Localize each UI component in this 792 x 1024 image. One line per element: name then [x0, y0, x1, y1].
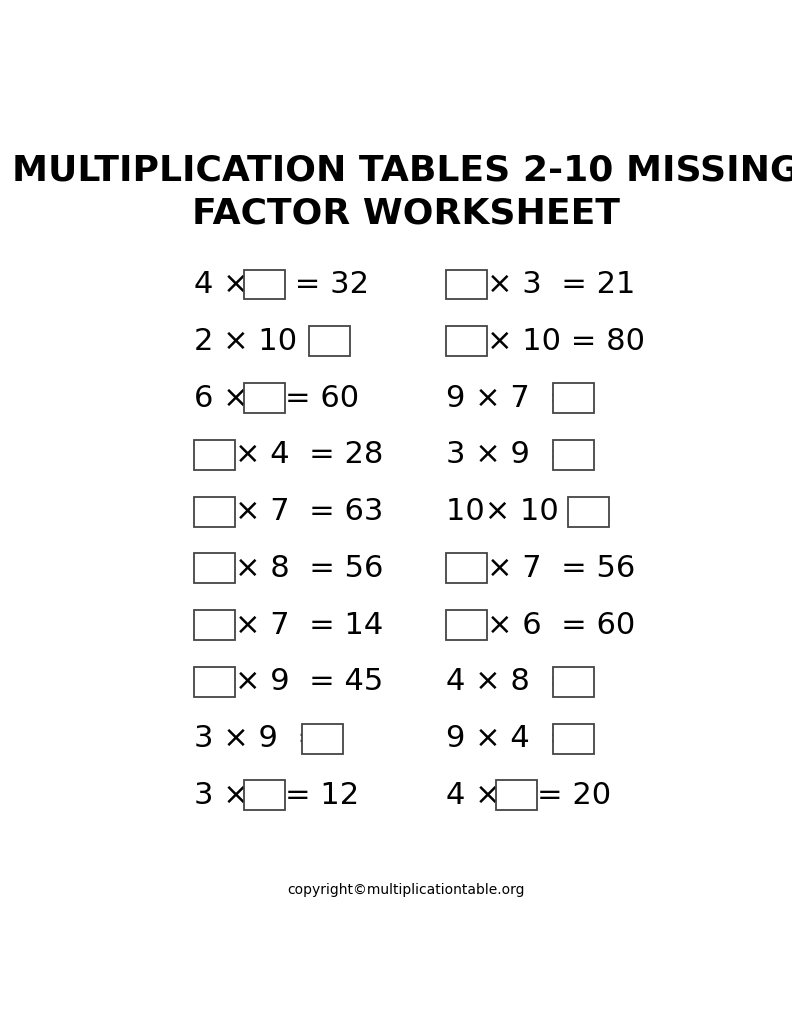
- Text: 3 × 9  =: 3 × 9 =: [194, 724, 333, 754]
- FancyBboxPatch shape: [446, 269, 487, 299]
- Text: 6 ×: 6 ×: [194, 384, 258, 413]
- FancyBboxPatch shape: [446, 327, 487, 356]
- FancyBboxPatch shape: [309, 327, 350, 356]
- Text: × 10 = 80: × 10 = 80: [487, 327, 645, 355]
- Text: × 8  = 56: × 8 = 56: [235, 554, 383, 583]
- FancyBboxPatch shape: [194, 440, 235, 470]
- FancyBboxPatch shape: [194, 610, 235, 640]
- Text: = 32: = 32: [285, 270, 369, 299]
- FancyBboxPatch shape: [568, 497, 609, 526]
- Text: FACTOR WORKSHEET: FACTOR WORKSHEET: [192, 197, 620, 230]
- Text: 4 ×: 4 ×: [446, 781, 510, 810]
- FancyBboxPatch shape: [554, 440, 594, 470]
- Text: × 6  = 60: × 6 = 60: [487, 610, 635, 640]
- Text: = 20: = 20: [537, 781, 611, 810]
- FancyBboxPatch shape: [244, 269, 285, 299]
- FancyBboxPatch shape: [302, 724, 343, 754]
- Text: 3 ×: 3 ×: [194, 781, 259, 810]
- Text: copyright©multiplicationtable.org: copyright©multiplicationtable.org: [287, 883, 524, 897]
- FancyBboxPatch shape: [194, 497, 235, 526]
- Text: 10× 10 =: 10× 10 =: [446, 497, 604, 526]
- Text: 2 × 10 =: 2 × 10 =: [194, 327, 342, 355]
- Text: = 12: = 12: [285, 781, 359, 810]
- FancyBboxPatch shape: [446, 610, 487, 640]
- FancyBboxPatch shape: [554, 667, 594, 697]
- Text: 3 × 9  =: 3 × 9 =: [446, 440, 584, 469]
- Text: 4 × 8  =: 4 × 8 =: [446, 668, 584, 696]
- FancyBboxPatch shape: [554, 383, 594, 413]
- Text: 4 ×: 4 ×: [194, 270, 258, 299]
- Text: MULTIPLICATION TABLES 2-10 MISSING: MULTIPLICATION TABLES 2-10 MISSING: [12, 154, 792, 187]
- Text: = 60: = 60: [285, 384, 359, 413]
- Text: × 7  = 56: × 7 = 56: [487, 554, 635, 583]
- Text: × 7  = 14: × 7 = 14: [235, 610, 383, 640]
- FancyBboxPatch shape: [446, 553, 487, 584]
- Text: 9 × 4  =: 9 × 4 =: [446, 724, 584, 754]
- FancyBboxPatch shape: [244, 383, 285, 413]
- Text: × 7  = 63: × 7 = 63: [235, 497, 383, 526]
- Text: × 4  = 28: × 4 = 28: [235, 440, 383, 469]
- FancyBboxPatch shape: [194, 553, 235, 584]
- FancyBboxPatch shape: [554, 724, 594, 754]
- Text: × 9  = 45: × 9 = 45: [235, 668, 383, 696]
- FancyBboxPatch shape: [194, 667, 235, 697]
- Text: 9 × 7  =: 9 × 7 =: [446, 384, 584, 413]
- FancyBboxPatch shape: [244, 780, 285, 810]
- Text: × 3  = 21: × 3 = 21: [487, 270, 635, 299]
- FancyBboxPatch shape: [496, 780, 537, 810]
